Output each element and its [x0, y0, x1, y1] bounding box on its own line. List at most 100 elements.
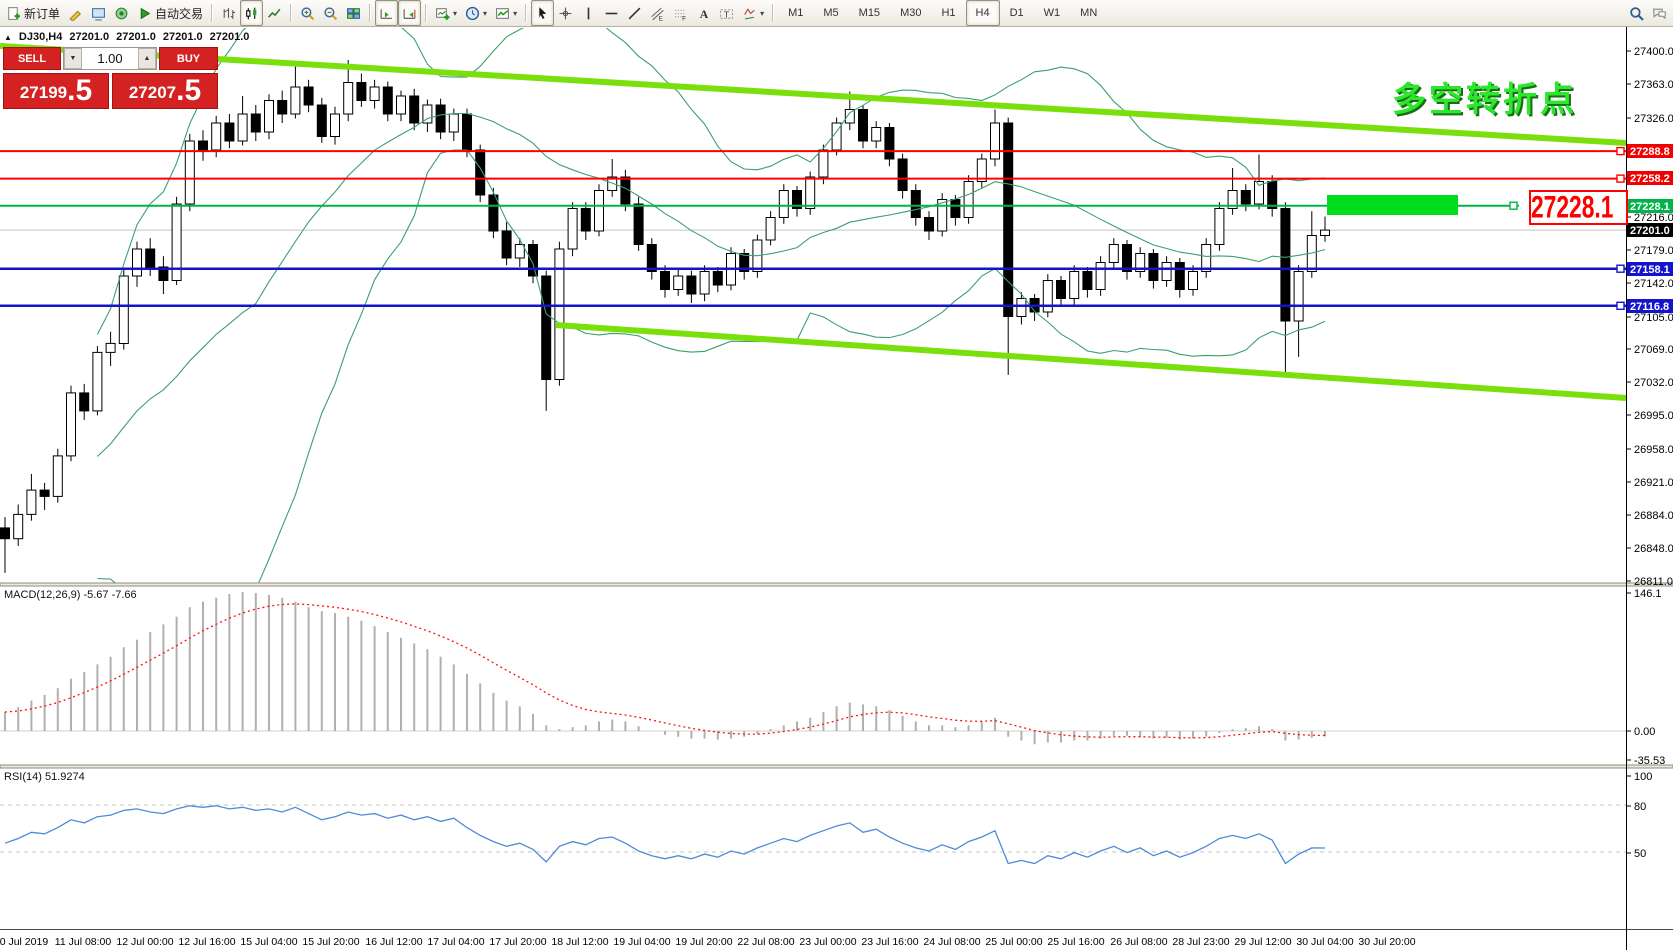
zoom-in-button[interactable] [296, 0, 319, 26]
auto-scroll-button[interactable] [375, 0, 399, 26]
turning-point-text-annotation[interactable]: 多空转折点 [1392, 81, 1577, 119]
toolbar-separator [211, 4, 214, 22]
crosshair-button[interactable] [554, 0, 577, 26]
toolbar-separator [425, 4, 428, 22]
timeframe-m1-button-label: M1 [788, 7, 804, 19]
svg-text:12 Jul 16:00: 12 Jul 16:00 [178, 936, 235, 948]
timeframe-w1-button[interactable]: W1 [1034, 0, 1071, 26]
timeframe-m1-button[interactable]: M1 [778, 0, 813, 26]
open-value: 27201.0 [69, 31, 110, 43]
profiles-button[interactable]: ▾ [461, 0, 491, 26]
svg-text:146.1: 146.1 [1634, 588, 1662, 600]
price-callout-box[interactable]: 27228.1 [1529, 190, 1628, 225]
timeframe-h4-button[interactable]: H4 [965, 0, 1000, 26]
svg-text:25 Jul 00:00: 25 Jul 00:00 [985, 936, 1042, 948]
buy-button[interactable]: BUY [159, 47, 218, 70]
timeframe-mn-button-label: MN [1080, 7, 1098, 19]
cursor-button[interactable] [531, 0, 555, 26]
symbol-marker-icon: ▲ [4, 32, 12, 42]
timeframe-mn-button[interactable]: MN [1070, 0, 1107, 26]
svg-text:23 Jul 16:00: 23 Jul 16:00 [861, 936, 918, 948]
new-order-button-label: 新订单 [24, 6, 61, 21]
macd-indicator-label: MACD(12,26,9) -5.67 -7.66 [4, 589, 137, 601]
autotrading-button-label: 自动交易 [155, 6, 204, 21]
chart-title: ▲ DJ30,H4 27201.0 27201.0 27201.0 27201.… [4, 31, 249, 43]
text-button[interactable]: A [692, 0, 715, 26]
svg-text:26 Jul 08:00: 26 Jul 08:00 [1110, 936, 1167, 948]
high-value: 27201.0 [116, 31, 156, 43]
grid-button[interactable]: F [669, 0, 692, 26]
bar-chart-button[interactable] [217, 0, 240, 26]
candlestick-button[interactable] [240, 0, 264, 26]
svg-text:26811.0: 26811.0 [1634, 576, 1673, 588]
tile-windows-icon [347, 7, 360, 19]
toolbar-separator [369, 4, 372, 22]
new-order-button[interactable]: 新订单 [2, 0, 64, 26]
toolbar-separator [290, 4, 293, 22]
line-chart-icon [268, 8, 281, 18]
svg-text:25 Jul 16:00: 25 Jul 16:00 [1047, 936, 1104, 948]
label-button[interactable]: T [715, 0, 738, 26]
svg-text:27069.0: 27069.0 [1634, 344, 1673, 356]
sell-price-dec: .5 [67, 74, 93, 107]
vertical-line-button[interactable] [577, 0, 600, 26]
shapes-button[interactable]: ▾ [738, 0, 768, 26]
timeframe-m15-button-label: M15 [858, 7, 881, 19]
buy-price-display[interactable]: 27207 .5 [112, 73, 218, 109]
svg-text:26921.0: 26921.0 [1634, 477, 1673, 489]
indicators-button[interactable]: ▾ [491, 0, 521, 26]
grid-icon: F [675, 9, 686, 21]
svg-text:23 Jul 00:00: 23 Jul 00:00 [799, 936, 856, 948]
svg-text:27216.0: 27216.0 [1634, 212, 1673, 224]
volume-input[interactable]: 1.00 [97, 51, 123, 66]
chevron-down-icon: ▾ [453, 8, 458, 18]
svg-text:26958.0: 26958.0 [1634, 444, 1673, 456]
zoom-out-button[interactable] [319, 0, 342, 26]
zoom-in-icon [301, 6, 315, 20]
line-chart-button[interactable] [263, 0, 286, 26]
new-chart-icon [436, 7, 450, 20]
svg-text:17 Jul 04:00: 17 Jul 04:00 [427, 936, 484, 948]
timeframe-d1-button-label: D1 [1009, 7, 1024, 19]
svg-text:80: 80 [1634, 801, 1646, 813]
fibonacci-button[interactable]: E [646, 0, 669, 26]
search-button[interactable] [1625, 0, 1648, 26]
signals-button[interactable] [110, 0, 133, 26]
styler-button[interactable] [64, 0, 87, 26]
new-chart-button[interactable]: ▾ [431, 0, 461, 26]
timeframe-m30-button-label: M30 [900, 7, 922, 19]
sell-button[interactable]: SELL [3, 47, 61, 70]
tile-windows-button[interactable] [342, 0, 365, 26]
chart-shift-button[interactable] [398, 0, 422, 26]
volume-decrease-button[interactable]: ▼ [64, 48, 82, 69]
signal-icon [115, 7, 128, 19]
chart-shift-icon [403, 8, 416, 19]
volume-increase-button[interactable]: ▲ [138, 48, 156, 69]
autotrading-button[interactable]: 自动交易 [133, 0, 207, 26]
volume-spinner: ▼ 1.00 ▲ [63, 47, 157, 70]
zoom-out-icon [324, 6, 338, 20]
timeframe-m5-button-label: M5 [823, 7, 839, 19]
svg-text:16 Jul 12:00: 16 Jul 12:00 [365, 936, 422, 948]
timeframe-m5-button[interactable]: M5 [813, 0, 848, 26]
chevron-down-icon: ▾ [513, 8, 518, 18]
timeframe-m30-button[interactable]: M30 [890, 0, 931, 26]
chat-button[interactable] [1648, 0, 1671, 26]
bar-chart-icon [223, 7, 235, 19]
horizontal-line-button[interactable] [600, 0, 623, 26]
svg-text:11 Jul 08:00: 11 Jul 08:00 [55, 936, 112, 948]
close-value: 27201.0 [209, 31, 250, 43]
sell-price-display[interactable]: 27199 .5 [3, 73, 109, 109]
timeframe-h1-button[interactable]: H1 [931, 0, 965, 26]
timeframe-d1-button[interactable]: D1 [1000, 0, 1034, 26]
terminal-button[interactable] [87, 0, 110, 26]
svg-text:27105.0: 27105.0 [1634, 312, 1673, 324]
svg-text:27228.1: 27228.1 [1630, 201, 1670, 213]
trendline-button[interactable] [623, 0, 646, 26]
toolbar-right-group [1625, 0, 1671, 26]
timeframe-m15-button[interactable]: M15 [849, 0, 890, 26]
svg-text:30 Jul 04:00: 30 Jul 04:00 [1296, 936, 1353, 948]
svg-text:27201.0: 27201.0 [1630, 225, 1670, 237]
horizontal-line-icon [605, 12, 618, 14]
